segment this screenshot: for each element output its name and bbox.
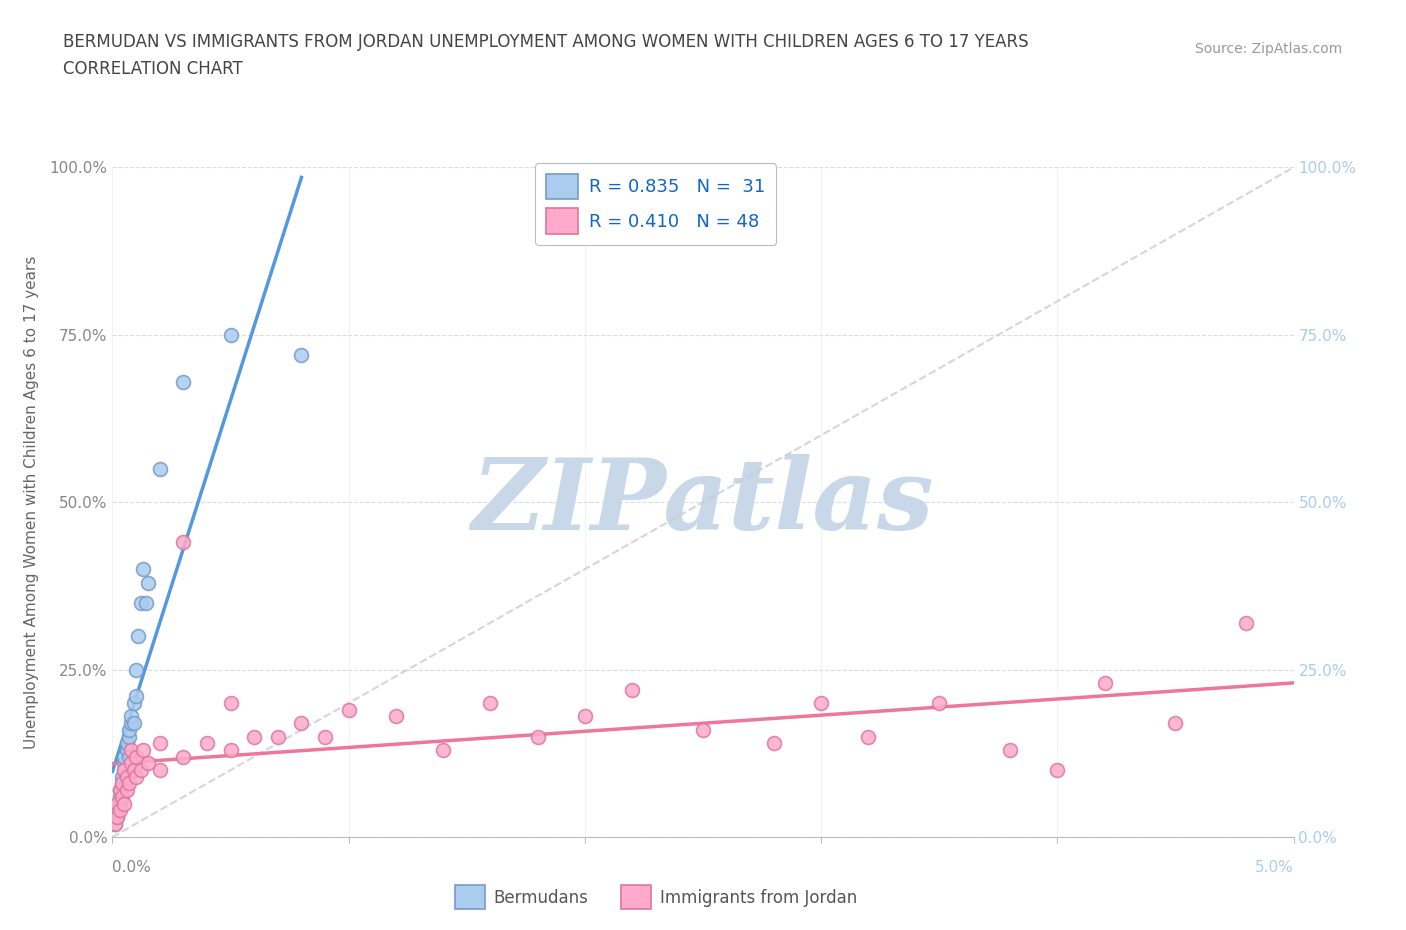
Point [479,696,502,711]
Point [104,817,127,831]
Point [172,750,194,764]
Point [136,575,159,590]
Point [127,629,149,644]
Point [692,723,714,737]
Point [267,729,290,744]
Point [108,790,131,804]
Point [112,756,135,771]
Point [112,796,135,811]
Point [122,763,145,777]
Point [108,783,131,798]
Point [998,742,1021,757]
Point [105,809,128,824]
Point [149,461,172,476]
Point [115,742,138,757]
Point [105,796,128,811]
Text: 0.0%: 0.0% [112,860,152,875]
Point [129,595,152,610]
Point [136,756,159,771]
Point [115,769,138,784]
Point [105,809,128,824]
Text: Source: ZipAtlas.com: Source: ZipAtlas.com [1195,42,1343,56]
Point [337,702,360,717]
Point [290,348,312,363]
Point [219,327,242,342]
Point [858,729,880,744]
Point [120,716,142,731]
Point [125,769,148,784]
Point [111,769,134,784]
Point [108,796,131,811]
Point [1234,616,1257,631]
Point [112,763,135,777]
Point [125,689,148,704]
Text: BERMUDAN VS IMMIGRANTS FROM JORDAN UNEMPLOYMENT AMONG WOMEN WITH CHILDREN AGES 6: BERMUDAN VS IMMIGRANTS FROM JORDAN UNEMP… [63,33,1029,50]
Point [111,776,134,790]
Point [122,696,145,711]
Point [118,750,141,764]
Point [104,817,127,831]
Point [243,729,266,744]
Point [385,709,408,724]
Point [108,783,131,798]
Point [112,763,135,777]
Point [120,742,142,757]
Point [526,729,548,744]
Point [105,803,128,817]
Point [111,776,134,790]
Point [195,736,218,751]
Point [1046,763,1069,777]
Point [118,723,141,737]
Point [132,742,155,757]
Point [574,709,596,724]
Point [135,595,157,610]
Text: 5.0%: 5.0% [1254,860,1294,875]
Point [122,716,145,731]
Point [115,736,138,751]
Y-axis label: Unemployment Among Women with Children Ages 6 to 17 years: Unemployment Among Women with Children A… [24,256,38,749]
Point [120,709,142,724]
Point [125,662,148,677]
Point [432,742,454,757]
Point [290,716,312,731]
Point [928,696,950,711]
Point [172,374,194,389]
Text: ZIPatlas: ZIPatlas [472,454,934,551]
Point [132,562,155,577]
Point [219,696,242,711]
Point [108,803,131,817]
Point [762,736,785,751]
Legend: Bermudans, Immigrants from Jordan: Bermudans, Immigrants from Jordan [449,879,863,916]
Point [118,729,141,744]
Point [115,783,138,798]
Point [219,742,242,757]
Point [149,763,172,777]
Point [125,750,148,764]
Point [621,683,644,698]
Point [111,790,134,804]
Point [120,756,142,771]
Point [810,696,832,711]
Point [129,763,152,777]
Point [1164,716,1187,731]
Point [149,736,172,751]
Point [1094,675,1116,690]
Point [172,535,194,550]
Text: CORRELATION CHART: CORRELATION CHART [63,60,243,78]
Point [112,750,135,764]
Point [118,776,141,790]
Point [314,729,336,744]
